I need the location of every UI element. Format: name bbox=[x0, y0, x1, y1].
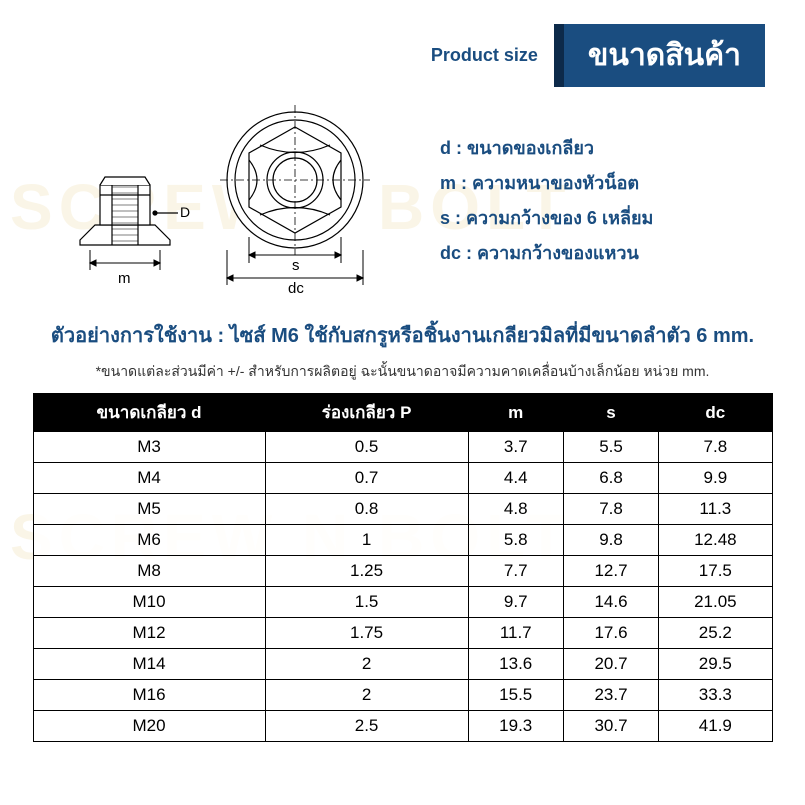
table-cell: 0.7 bbox=[265, 463, 468, 494]
product-size-english: Product size bbox=[431, 45, 538, 66]
table-cell: 1.25 bbox=[265, 556, 468, 587]
table-cell: 41.9 bbox=[659, 711, 772, 742]
legend-dc: dc : ความกว้างของแหวน bbox=[440, 238, 765, 267]
table-cell: 1 bbox=[265, 525, 468, 556]
th-s: s bbox=[563, 394, 658, 432]
usage-text: ตัวอย่างการใช้งาน : ไซส์ M6 ใช้กับสกรูหร… bbox=[0, 305, 805, 357]
table-cell: 14.6 bbox=[563, 587, 658, 618]
table-cell: 13.6 bbox=[468, 649, 563, 680]
table-cell: 19.3 bbox=[468, 711, 563, 742]
table-cell: M20 bbox=[33, 711, 265, 742]
table-cell: M3 bbox=[33, 432, 265, 463]
label-D: D bbox=[180, 204, 190, 220]
table-row: M14213.620.729.5 bbox=[33, 649, 772, 680]
legend-m: m : ความหนาของหัวน็อต bbox=[440, 168, 765, 197]
table-cell: M16 bbox=[33, 680, 265, 711]
table-cell: 3.7 bbox=[468, 432, 563, 463]
th-d: ขนาดเกลียว d bbox=[33, 394, 265, 432]
table-cell: M8 bbox=[33, 556, 265, 587]
table-row: M40.74.46.89.9 bbox=[33, 463, 772, 494]
label-s: s bbox=[292, 257, 300, 274]
th-m: m bbox=[468, 394, 563, 432]
table-cell: 5.5 bbox=[563, 432, 658, 463]
table-cell: M5 bbox=[33, 494, 265, 525]
table-row: M202.519.330.741.9 bbox=[33, 711, 772, 742]
table-cell: 11.3 bbox=[659, 494, 772, 525]
table-cell: 7.8 bbox=[563, 494, 658, 525]
table-row: M101.59.714.621.05 bbox=[33, 587, 772, 618]
table-cell: 9.9 bbox=[659, 463, 772, 494]
table-cell: 11.7 bbox=[468, 618, 563, 649]
legend-d: d : ขนาดของเกลียว bbox=[440, 133, 765, 162]
table-cell: 7.8 bbox=[659, 432, 772, 463]
table-cell: 12.48 bbox=[659, 525, 772, 556]
table-cell: 20.7 bbox=[563, 649, 658, 680]
table-row: M16215.523.733.3 bbox=[33, 680, 772, 711]
table-cell: 25.2 bbox=[659, 618, 772, 649]
table-row: M81.257.712.717.5 bbox=[33, 556, 772, 587]
spec-table: ขนาดเกลียว d ร่องเกลียว P m s dc M30.53.… bbox=[33, 393, 773, 742]
table-cell: 17.5 bbox=[659, 556, 772, 587]
table-row: M50.84.87.811.3 bbox=[33, 494, 772, 525]
nut-top-view-icon: s dc bbox=[210, 105, 390, 295]
table-cell: 7.7 bbox=[468, 556, 563, 587]
table-cell: 6.8 bbox=[563, 463, 658, 494]
table-cell: 4.8 bbox=[468, 494, 563, 525]
table-cell: M14 bbox=[33, 649, 265, 680]
table-cell: 23.7 bbox=[563, 680, 658, 711]
table-cell: 2.5 bbox=[265, 711, 468, 742]
legend-area: d : ขนาดของเกลียว m : ความหนาของหัวน็อต … bbox=[420, 127, 765, 273]
table-cell: 1.75 bbox=[265, 618, 468, 649]
table-cell: 0.8 bbox=[265, 494, 468, 525]
table-body: M30.53.75.57.8M40.74.46.89.9M50.84.87.81… bbox=[33, 432, 772, 742]
table-cell: 30.7 bbox=[563, 711, 658, 742]
header: Product size ขนาดสินค้า bbox=[0, 0, 805, 95]
table-cell: 5.8 bbox=[468, 525, 563, 556]
th-p: ร่องเกลียว P bbox=[265, 394, 468, 432]
table-cell: 17.6 bbox=[563, 618, 658, 649]
label-m: m bbox=[118, 270, 131, 287]
table-header-row: ขนาดเกลียว d ร่องเกลียว P m s dc bbox=[33, 394, 772, 432]
nut-side-view-icon: D m bbox=[60, 145, 190, 295]
diagram-legend-row: D m bbox=[0, 95, 805, 305]
table-cell: 2 bbox=[265, 649, 468, 680]
legend-s: s : ความกว้างของ 6 เหลี่ยม bbox=[440, 203, 765, 232]
table-row: M30.53.75.57.8 bbox=[33, 432, 772, 463]
table-cell: 33.3 bbox=[659, 680, 772, 711]
table-cell: 0.5 bbox=[265, 432, 468, 463]
note-text: *ขนาดแต่ละส่วนมีค่า +/- สำหรับการผลิตอยู… bbox=[0, 357, 805, 393]
table-cell: M6 bbox=[33, 525, 265, 556]
table-cell: 1.5 bbox=[265, 587, 468, 618]
table-cell: 21.05 bbox=[659, 587, 772, 618]
title-box: ขนาดสินค้า bbox=[554, 24, 765, 87]
table-cell: 4.4 bbox=[468, 463, 563, 494]
label-dc: dc bbox=[288, 280, 304, 295]
table-cell: 29.5 bbox=[659, 649, 772, 680]
table-cell: 15.5 bbox=[468, 680, 563, 711]
table-row: M615.89.812.48 bbox=[33, 525, 772, 556]
table-cell: M4 bbox=[33, 463, 265, 494]
th-dc: dc bbox=[659, 394, 772, 432]
table-row: M121.7511.717.625.2 bbox=[33, 618, 772, 649]
table-cell: 12.7 bbox=[563, 556, 658, 587]
table-cell: 9.8 bbox=[563, 525, 658, 556]
table-cell: 2 bbox=[265, 680, 468, 711]
table-cell: 9.7 bbox=[468, 587, 563, 618]
diagram-area: D m bbox=[60, 105, 390, 295]
table-cell: M10 bbox=[33, 587, 265, 618]
table-cell: M12 bbox=[33, 618, 265, 649]
